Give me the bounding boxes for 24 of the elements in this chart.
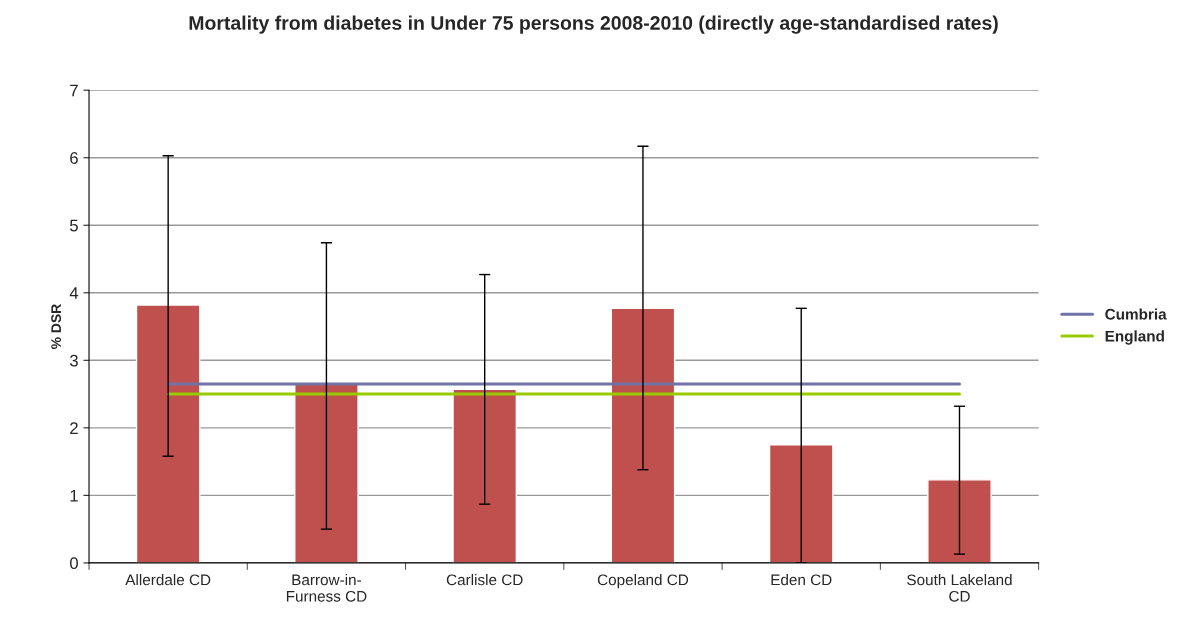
x-tick-label: South Lakeland CD	[907, 574, 1012, 602]
bar	[135, 304, 201, 563]
legend-label: Cumbria	[1105, 308, 1167, 320]
x-tick-label: Allerdale CD	[125, 574, 211, 586]
x-tick-label: Copeland CD	[597, 574, 689, 589]
bar	[294, 383, 359, 563]
y-tick-label: 7	[70, 84, 78, 97]
y-tick-label: 3	[69, 354, 78, 367]
bar	[452, 388, 518, 563]
y-tick-label: 5	[70, 219, 78, 232]
y-tick-label: 0	[69, 557, 78, 570]
bar	[768, 444, 834, 563]
y-tick-label: 2	[70, 422, 78, 434]
x-tick-label: Carlisle CD	[446, 574, 523, 586]
bar	[610, 307, 676, 563]
legend-label: England	[1105, 330, 1164, 345]
x-tick-label: Barrow-in-Furness CD	[286, 574, 367, 602]
y-tick-label: 6	[70, 152, 78, 164]
y-tick-label: 1	[70, 489, 78, 502]
y-tick-label: 4	[69, 287, 79, 299]
x-tick-label: Eden CD	[771, 574, 832, 586]
y-axis-title: % DSR	[51, 304, 62, 349]
chart-title: Mortality from diabetes in Under 75 persons 2008-2010 (directly age-standardised rates)	[189, 15, 998, 34]
bar	[927, 479, 992, 563]
